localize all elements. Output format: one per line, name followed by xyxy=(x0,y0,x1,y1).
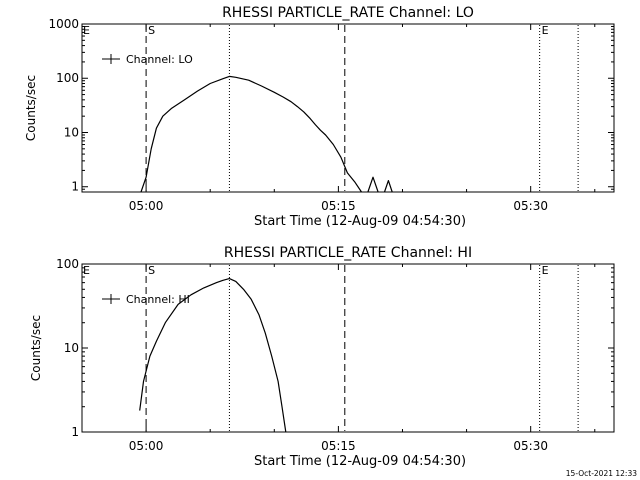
y-tick-label: 1 xyxy=(71,425,79,439)
x-tick-label: 05:15 xyxy=(321,199,356,213)
x-axis-ticks: 05:00 05:15 05:30 xyxy=(81,24,596,213)
series-line xyxy=(139,278,287,433)
legend: Channel: HI xyxy=(102,293,190,306)
y-tick-label: 10 xyxy=(64,341,79,355)
x-tick-label: 05:00 xyxy=(129,199,164,213)
x-axis-ticks: 05:00 05:15 05:30 xyxy=(81,264,596,453)
chart-title: RHESSI PARTICLE_RATE Channel: LO xyxy=(222,5,474,21)
y-axis-label: Counts/sec xyxy=(29,315,43,381)
event-marker-label: E xyxy=(542,264,549,277)
series-line xyxy=(140,75,362,193)
event-marker-label: E xyxy=(542,24,549,37)
data-series xyxy=(140,75,393,193)
y-tick-label: 10 xyxy=(64,125,79,139)
event-markers: S EE xyxy=(83,24,579,191)
y-axis-ticks: 1 10 100 xyxy=(56,257,614,439)
x-tick-label: 05:30 xyxy=(513,439,548,453)
x-tick-label: 05:00 xyxy=(129,439,164,453)
y-tick-label: 1 xyxy=(71,180,79,194)
chart-title: RHESSI PARTICLE_RATE Channel: HI xyxy=(224,245,472,261)
legend-label: Channel: LO xyxy=(126,53,193,66)
series-line xyxy=(367,176,379,193)
series-line xyxy=(383,180,393,193)
x-tick-label: 05:30 xyxy=(513,199,548,213)
plot-frame xyxy=(81,23,615,193)
y-axis-ticks: 1 10 100 1000 xyxy=(48,17,614,194)
y-tick-label: 1000 xyxy=(48,17,79,31)
x-tick-label: 05:15 xyxy=(321,439,356,453)
event-markers: S EE xyxy=(83,264,579,431)
corner-e-label: E xyxy=(83,24,90,37)
legend: Channel: LO xyxy=(102,53,193,66)
x-axis-label: Start Time (12-Aug-09 04:54:30) xyxy=(254,214,466,229)
y-axis-label: Counts/sec xyxy=(24,75,38,141)
footer-timestamp: 15-Oct-2021 12:33 xyxy=(566,469,637,478)
corner-e-label: E xyxy=(83,264,90,277)
event-marker-label: S xyxy=(148,24,155,37)
plot-frame xyxy=(81,263,615,433)
data-series xyxy=(139,278,287,433)
y-tick-label: 100 xyxy=(56,257,79,271)
y-tick-label: 100 xyxy=(56,71,79,85)
legend-label: Channel: HI xyxy=(126,293,190,306)
event-marker-label: S xyxy=(148,264,155,277)
x-axis-label: Start Time (12-Aug-09 04:54:30) xyxy=(254,454,466,469)
